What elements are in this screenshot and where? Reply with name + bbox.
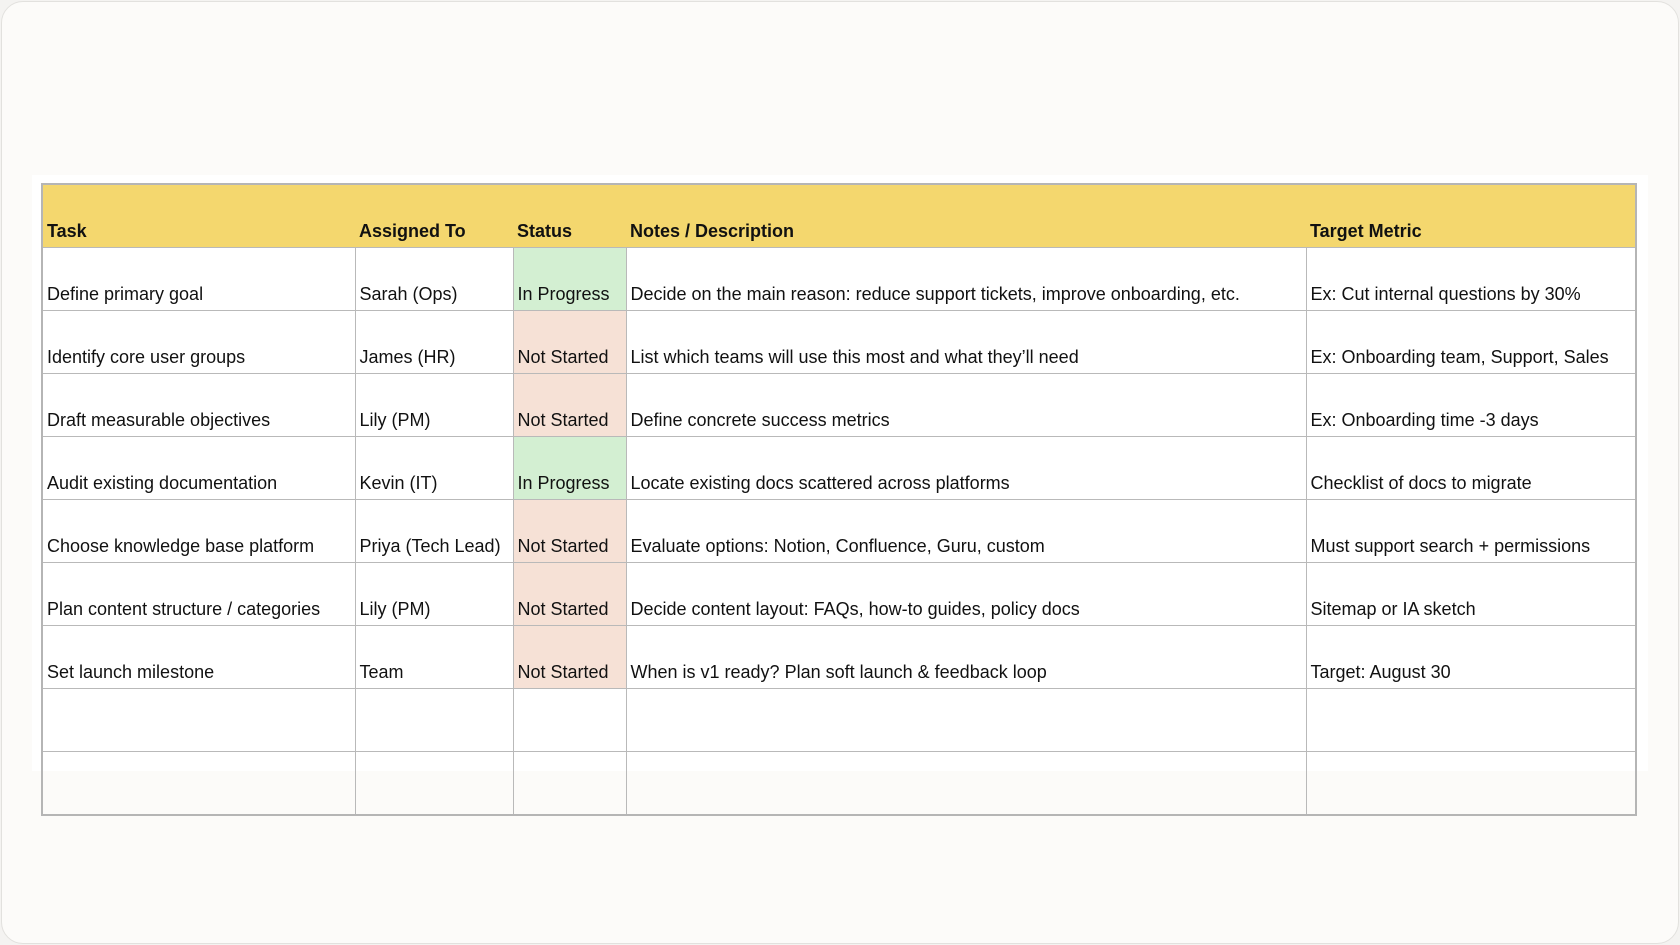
task-cell[interactable]: Draft measurable objectives: [41, 373, 356, 437]
assigned-cell[interactable]: Sarah (Ops): [354, 247, 514, 311]
assigned-cell[interactable]: Lily (PM): [354, 373, 514, 437]
assigned-cell[interactable]: [354, 688, 514, 752]
status-cell[interactable]: Not Started: [512, 562, 627, 626]
metric-cell[interactable]: Sitemap or IA sketch: [1305, 562, 1637, 626]
status-cell[interactable]: Not Started: [512, 499, 627, 563]
status-cell[interactable]: Not Started: [512, 625, 627, 689]
notes-cell[interactable]: Evaluate options: Notion, Confluence, Gu…: [625, 499, 1307, 563]
notes-cell[interactable]: Locate existing docs scattered across pl…: [625, 436, 1307, 500]
notes-cell[interactable]: Decide content layout: FAQs, how-to guid…: [625, 562, 1307, 626]
status-cell[interactable]: Not Started: [512, 310, 627, 374]
assigned-cell[interactable]: Team: [354, 625, 514, 689]
notes-cell[interactable]: List which teams will use this most and …: [625, 310, 1307, 374]
status-cell[interactable]: [512, 751, 627, 816]
status-cell[interactable]: Not Started: [512, 373, 627, 437]
task-cell[interactable]: Define primary goal: [41, 247, 356, 311]
notes-cell[interactable]: Define concrete success metrics: [625, 373, 1307, 437]
metric-cell[interactable]: Ex: Onboarding team, Support, Sales: [1305, 310, 1637, 374]
table-row: Set launch milestone Team Not Started When …: [41, 625, 1637, 689]
assigned-cell[interactable]: [354, 751, 514, 816]
table-row: Identify core user groups James (HR) Not S…: [41, 310, 1637, 374]
header-assigned-to[interactable]: Assigned To: [355, 183, 513, 248]
assigned-cell[interactable]: James (HR): [354, 310, 514, 374]
task-cell[interactable]: Set launch milestone: [41, 625, 356, 689]
metric-cell[interactable]: Ex: Onboarding time -3 days: [1305, 373, 1637, 437]
status-cell[interactable]: In Progress: [512, 436, 627, 500]
assigned-cell[interactable]: Lily (PM): [354, 562, 514, 626]
task-cell[interactable]: Audit existing documentation: [41, 436, 356, 500]
table-row: Plan content structure / categories Lily …: [41, 562, 1637, 626]
header-task[interactable]: Task: [42, 183, 355, 248]
header-notes[interactable]: Notes / Description: [626, 183, 1306, 248]
task-cell[interactable]: Choose knowledge base platform: [41, 499, 356, 563]
metric-cell[interactable]: Target: August 30: [1305, 625, 1637, 689]
table-row: Draft measurable objectives Lily (PM) Not …: [41, 373, 1637, 437]
notes-cell[interactable]: [625, 688, 1307, 752]
task-table: Task Assigned To Status Notes / Descript…: [41, 183, 1637, 816]
metric-cell[interactable]: [1305, 688, 1637, 752]
table-row: Define primary goal Sarah (Ops) In Progres…: [41, 247, 1637, 311]
header-status[interactable]: Status: [513, 183, 626, 248]
header-target-metric[interactable]: Target Metric: [1306, 183, 1636, 248]
task-cell[interactable]: Identify core user groups: [41, 310, 356, 374]
notes-cell[interactable]: Decide on the main reason: reduce suppor…: [625, 247, 1307, 311]
task-cell[interactable]: [41, 688, 356, 752]
assigned-cell[interactable]: Kevin (IT): [354, 436, 514, 500]
assigned-cell[interactable]: Priya (Tech Lead): [354, 499, 514, 563]
notes-cell[interactable]: [625, 751, 1307, 816]
status-cell[interactable]: In Progress: [512, 247, 627, 311]
metric-cell[interactable]: Ex: Cut internal questions by 30%: [1305, 247, 1637, 311]
metric-cell[interactable]: Must support search + permissions: [1305, 499, 1637, 563]
table-row: [41, 751, 1637, 816]
table-row: Audit existing documentation Kevin (IT) In…: [41, 436, 1637, 500]
task-cell[interactable]: Plan content structure / categories: [41, 562, 356, 626]
status-cell[interactable]: [512, 688, 627, 752]
task-cell[interactable]: [41, 751, 356, 816]
notes-cell[interactable]: When is v1 ready? Plan soft launch & fee…: [625, 625, 1307, 689]
metric-cell[interactable]: Checklist of docs to migrate: [1305, 436, 1637, 500]
header-row: Task Assigned To Status Notes / Descript…: [42, 183, 1636, 248]
table-row: Choose knowledge base platform Priya (Tec…: [41, 499, 1637, 563]
metric-cell[interactable]: [1305, 751, 1637, 816]
table-row: [41, 688, 1637, 752]
